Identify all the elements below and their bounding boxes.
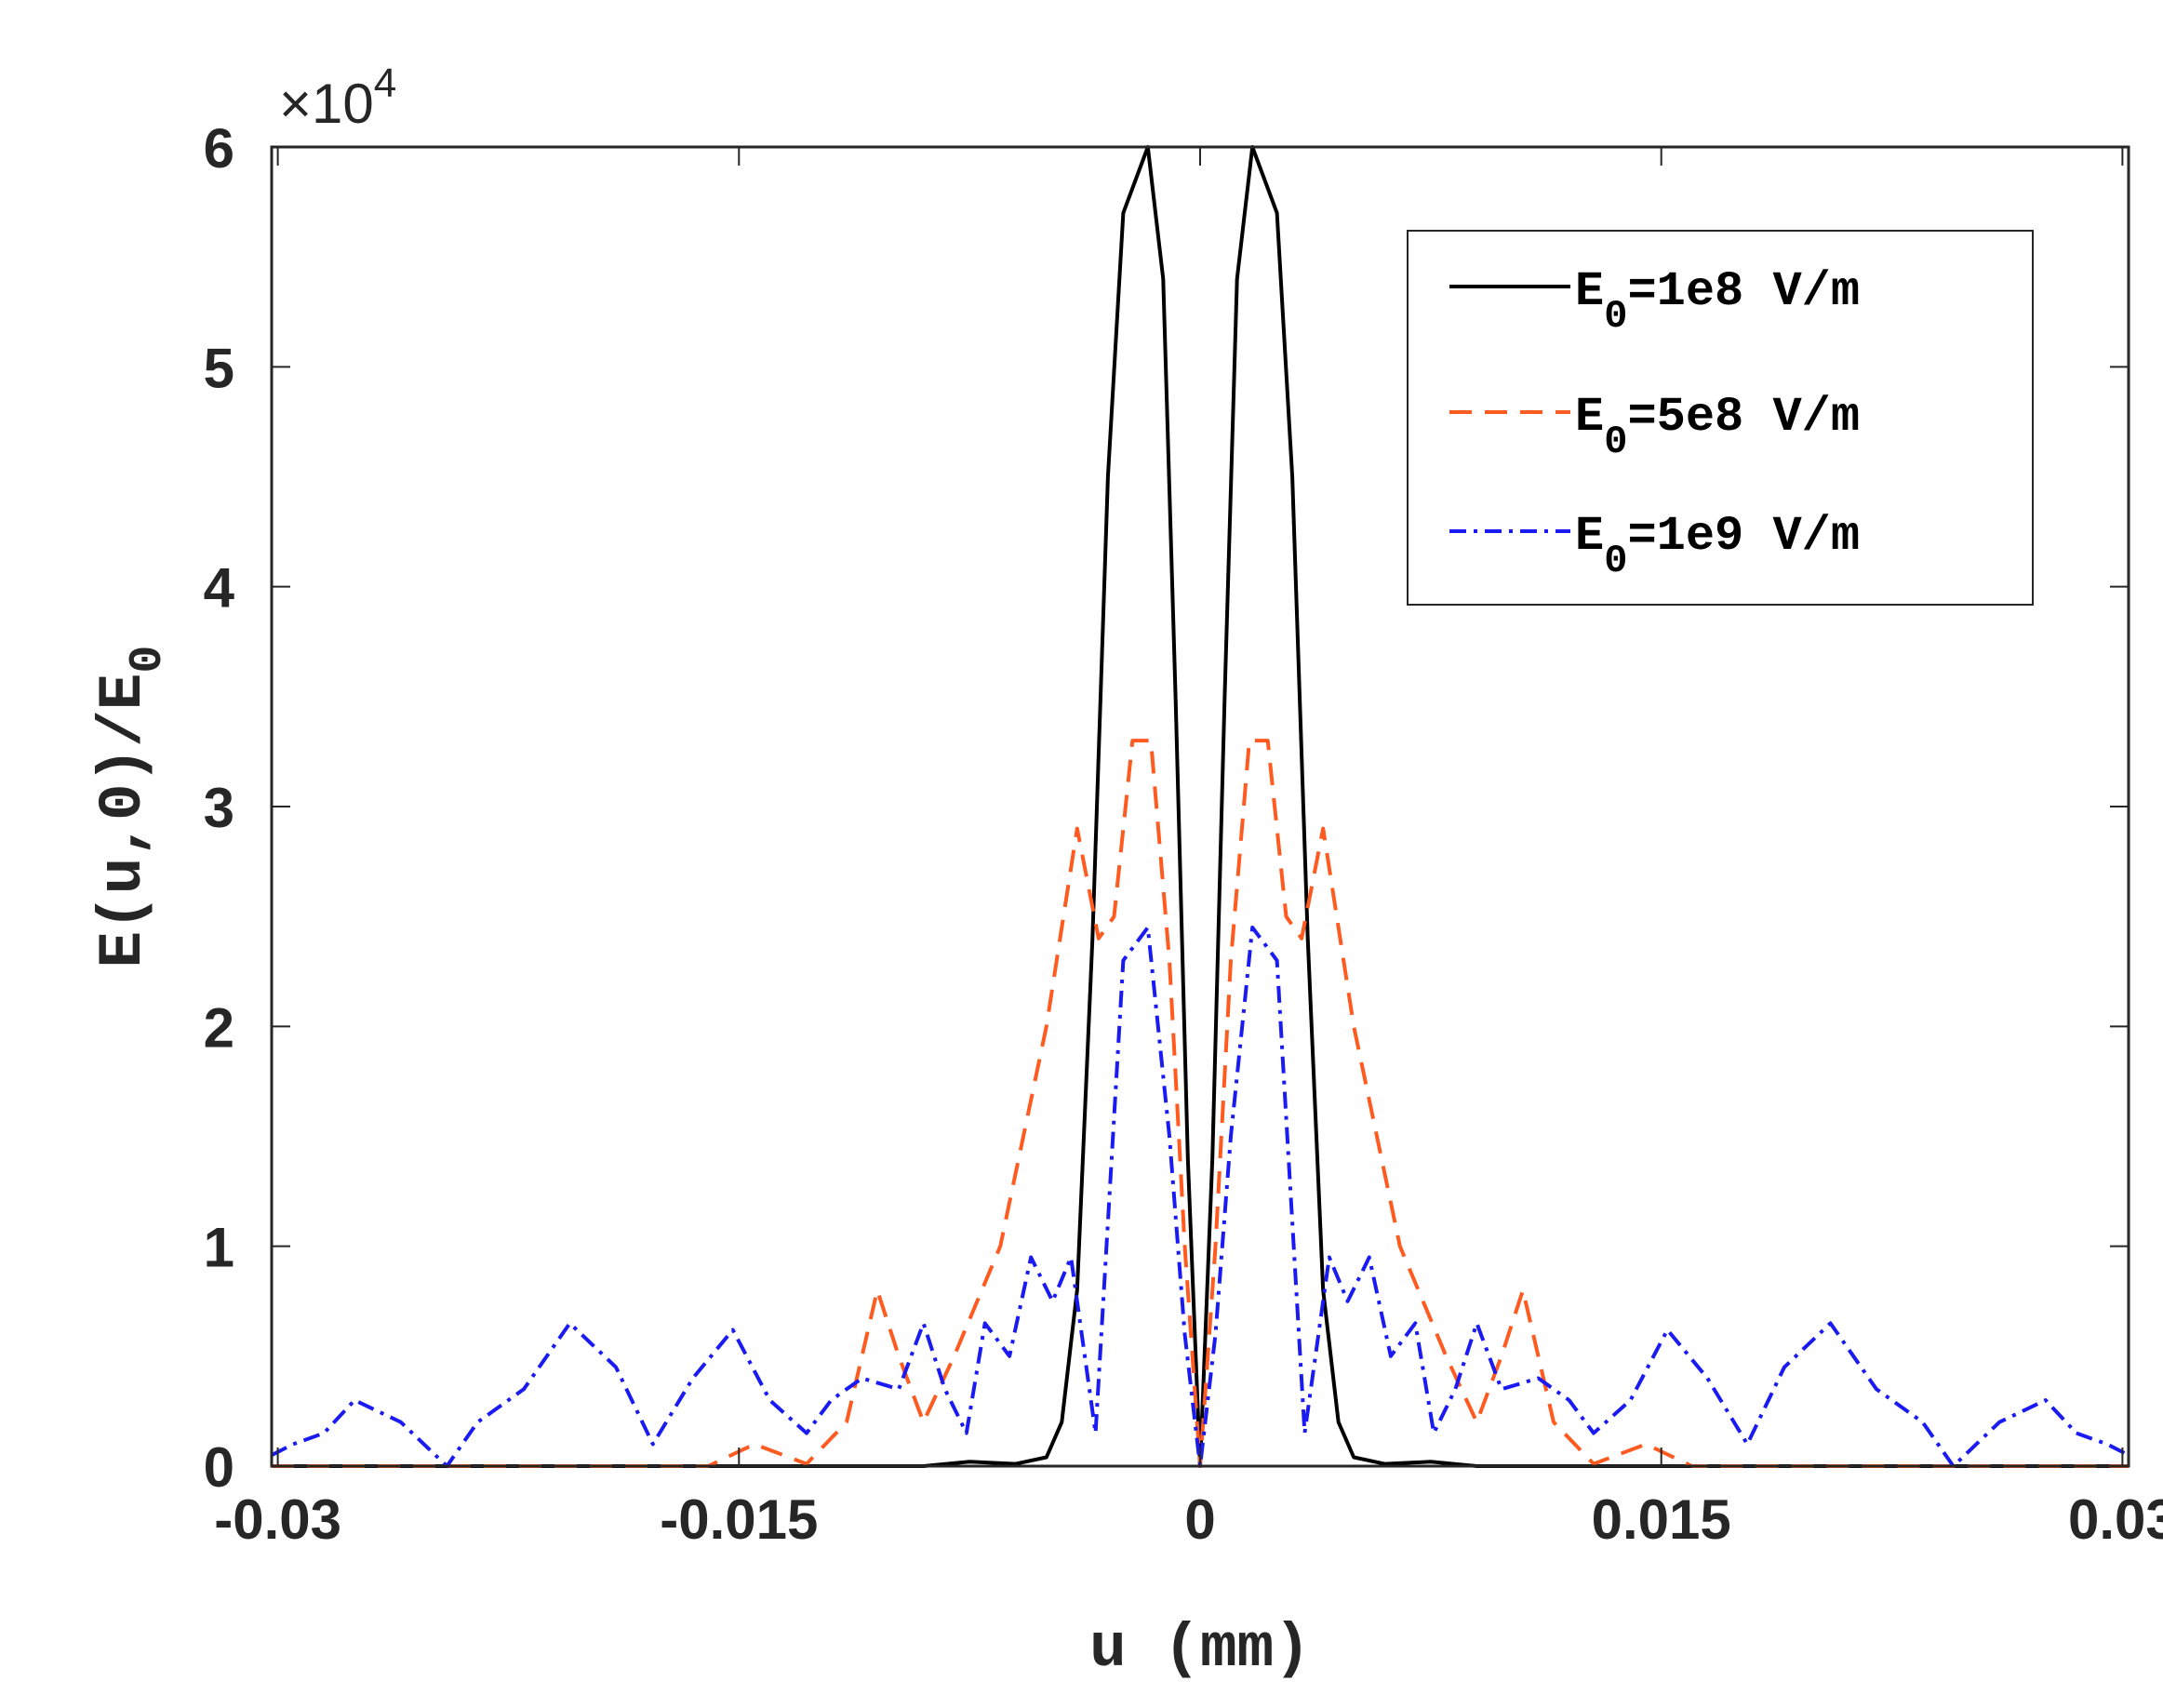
y-tick-label: 0 [204, 1436, 234, 1499]
y-tick-label: 5 [204, 337, 234, 399]
x-tick-label: -0.03 [214, 1488, 341, 1551]
legend-entry: E0=5e8 V/m [1449, 390, 1860, 464]
x-tick-label: 0 [1184, 1488, 1215, 1551]
legend-label-subscript: 0 [1604, 539, 1627, 583]
x-tick-label: -0.015 [660, 1488, 818, 1551]
legend-entry: E0=1e8 V/m [1449, 264, 1860, 339]
series-line-dashdot [271, 926, 2130, 1468]
y-tick-label: 1 [204, 1217, 234, 1279]
legend-label: E0=1e9 V/m [1575, 509, 1860, 583]
y-axis-label-main: E(u,0)/E [88, 674, 158, 968]
legend: E0=1e8 V/m E0=5e8 V/m E0=1e9 V/m [1407, 230, 2034, 606]
y-tick-label: 2 [204, 996, 234, 1059]
y-axis-label-subscript: 0 [122, 646, 175, 674]
legend-label-value: =1e8 V/m [1627, 264, 1860, 319]
plot-frame [270, 145, 2130, 1468]
x-tick-label: 0.015 [1592, 1488, 1731, 1551]
y-tick-label: 6 [204, 117, 234, 180]
x-axis-label: u (mm) [1089, 1614, 1311, 1684]
legend-label-subscript: 0 [1604, 420, 1627, 464]
legend-label-main: E [1575, 390, 1604, 445]
x-tick-label: 0.03 [2068, 1488, 2163, 1551]
y-exponent-power: 4 [374, 60, 396, 106]
legend-box [1407, 230, 2034, 606]
y-tick-label: 3 [204, 777, 234, 839]
y-exponent-label: ×104 [279, 60, 396, 135]
legend-label-value: =5e8 V/m [1627, 390, 1860, 445]
y-tick-label: 4 [204, 557, 235, 620]
legend-entry: E0=1e9 V/m [1449, 509, 1860, 583]
legend-label: E0=5e8 V/m [1575, 390, 1860, 464]
legend-label-value: =1e9 V/m [1627, 509, 1860, 564]
legend-label-main: E [1575, 264, 1604, 319]
legend-label: E0=1e8 V/m [1575, 264, 1860, 339]
y-axis-label: E(u,0)/E0 [88, 646, 175, 968]
y-exponent-base: ×10 [279, 73, 374, 135]
legend-label-main: E [1575, 509, 1604, 564]
legend-label-subscript: 0 [1604, 294, 1627, 339]
tick-layer: -0.03 -0.015 0 0.015 0.03 0 1 2 3 4 5 6 [204, 117, 2163, 1551]
